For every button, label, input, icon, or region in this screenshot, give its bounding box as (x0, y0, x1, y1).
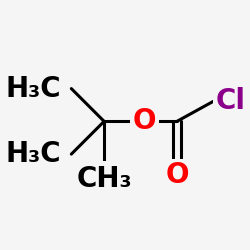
Text: Cl: Cl (216, 87, 246, 115)
Text: CH₃: CH₃ (76, 165, 132, 193)
Text: O: O (165, 162, 189, 190)
Text: H₃C: H₃C (6, 140, 61, 168)
Text: H₃C: H₃C (6, 74, 61, 102)
Text: O: O (132, 107, 156, 135)
